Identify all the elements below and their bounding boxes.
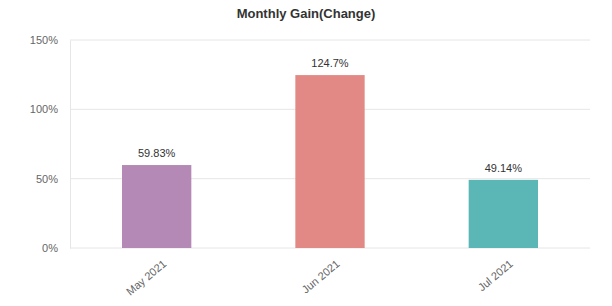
data-labels: 59.83% 124.7% 49.14% (138, 57, 522, 174)
bar (295, 75, 364, 248)
x-tick-label: May 2021 (124, 257, 169, 297)
y-axis-line (70, 41, 71, 249)
bar (122, 165, 191, 248)
y-tick-label: 50% (36, 173, 58, 185)
title: Monthly Gain(Change) (237, 6, 376, 21)
y-tick-label: 0% (42, 242, 58, 254)
y-tick: 150% (30, 34, 70, 46)
x-tick: May 2021 (124, 248, 169, 298)
x-tick-label: Jun 2021 (299, 257, 341, 295)
y-tick: 0% (42, 242, 70, 254)
chart: Monthly Gain(Change) 0% 50% 100% 150% May 202… (0, 0, 612, 306)
y-tick-label: 150% (30, 34, 58, 46)
x-tick-label: Jul 2021 (476, 257, 516, 293)
y-tick-label: 100% (30, 103, 58, 115)
grid (70, 40, 590, 248)
y-tick: 100% (30, 103, 70, 115)
data-label: 124.7% (311, 57, 349, 69)
y-tick: 50% (36, 173, 70, 185)
data-label: 59.83% (138, 147, 176, 159)
x-axis: May 2021 Jun 2021 Jul 2021 (71, 248, 591, 298)
x-tick: Jul 2021 (476, 248, 516, 293)
x-tick: Jun 2021 (299, 248, 341, 296)
grid-line (70, 40, 590, 41)
x-axis-line (71, 248, 591, 249)
bars (122, 75, 538, 248)
y-axis: 0% 50% 100% 150% (30, 34, 71, 254)
data-label: 49.14% (485, 162, 523, 174)
bar (469, 180, 538, 248)
